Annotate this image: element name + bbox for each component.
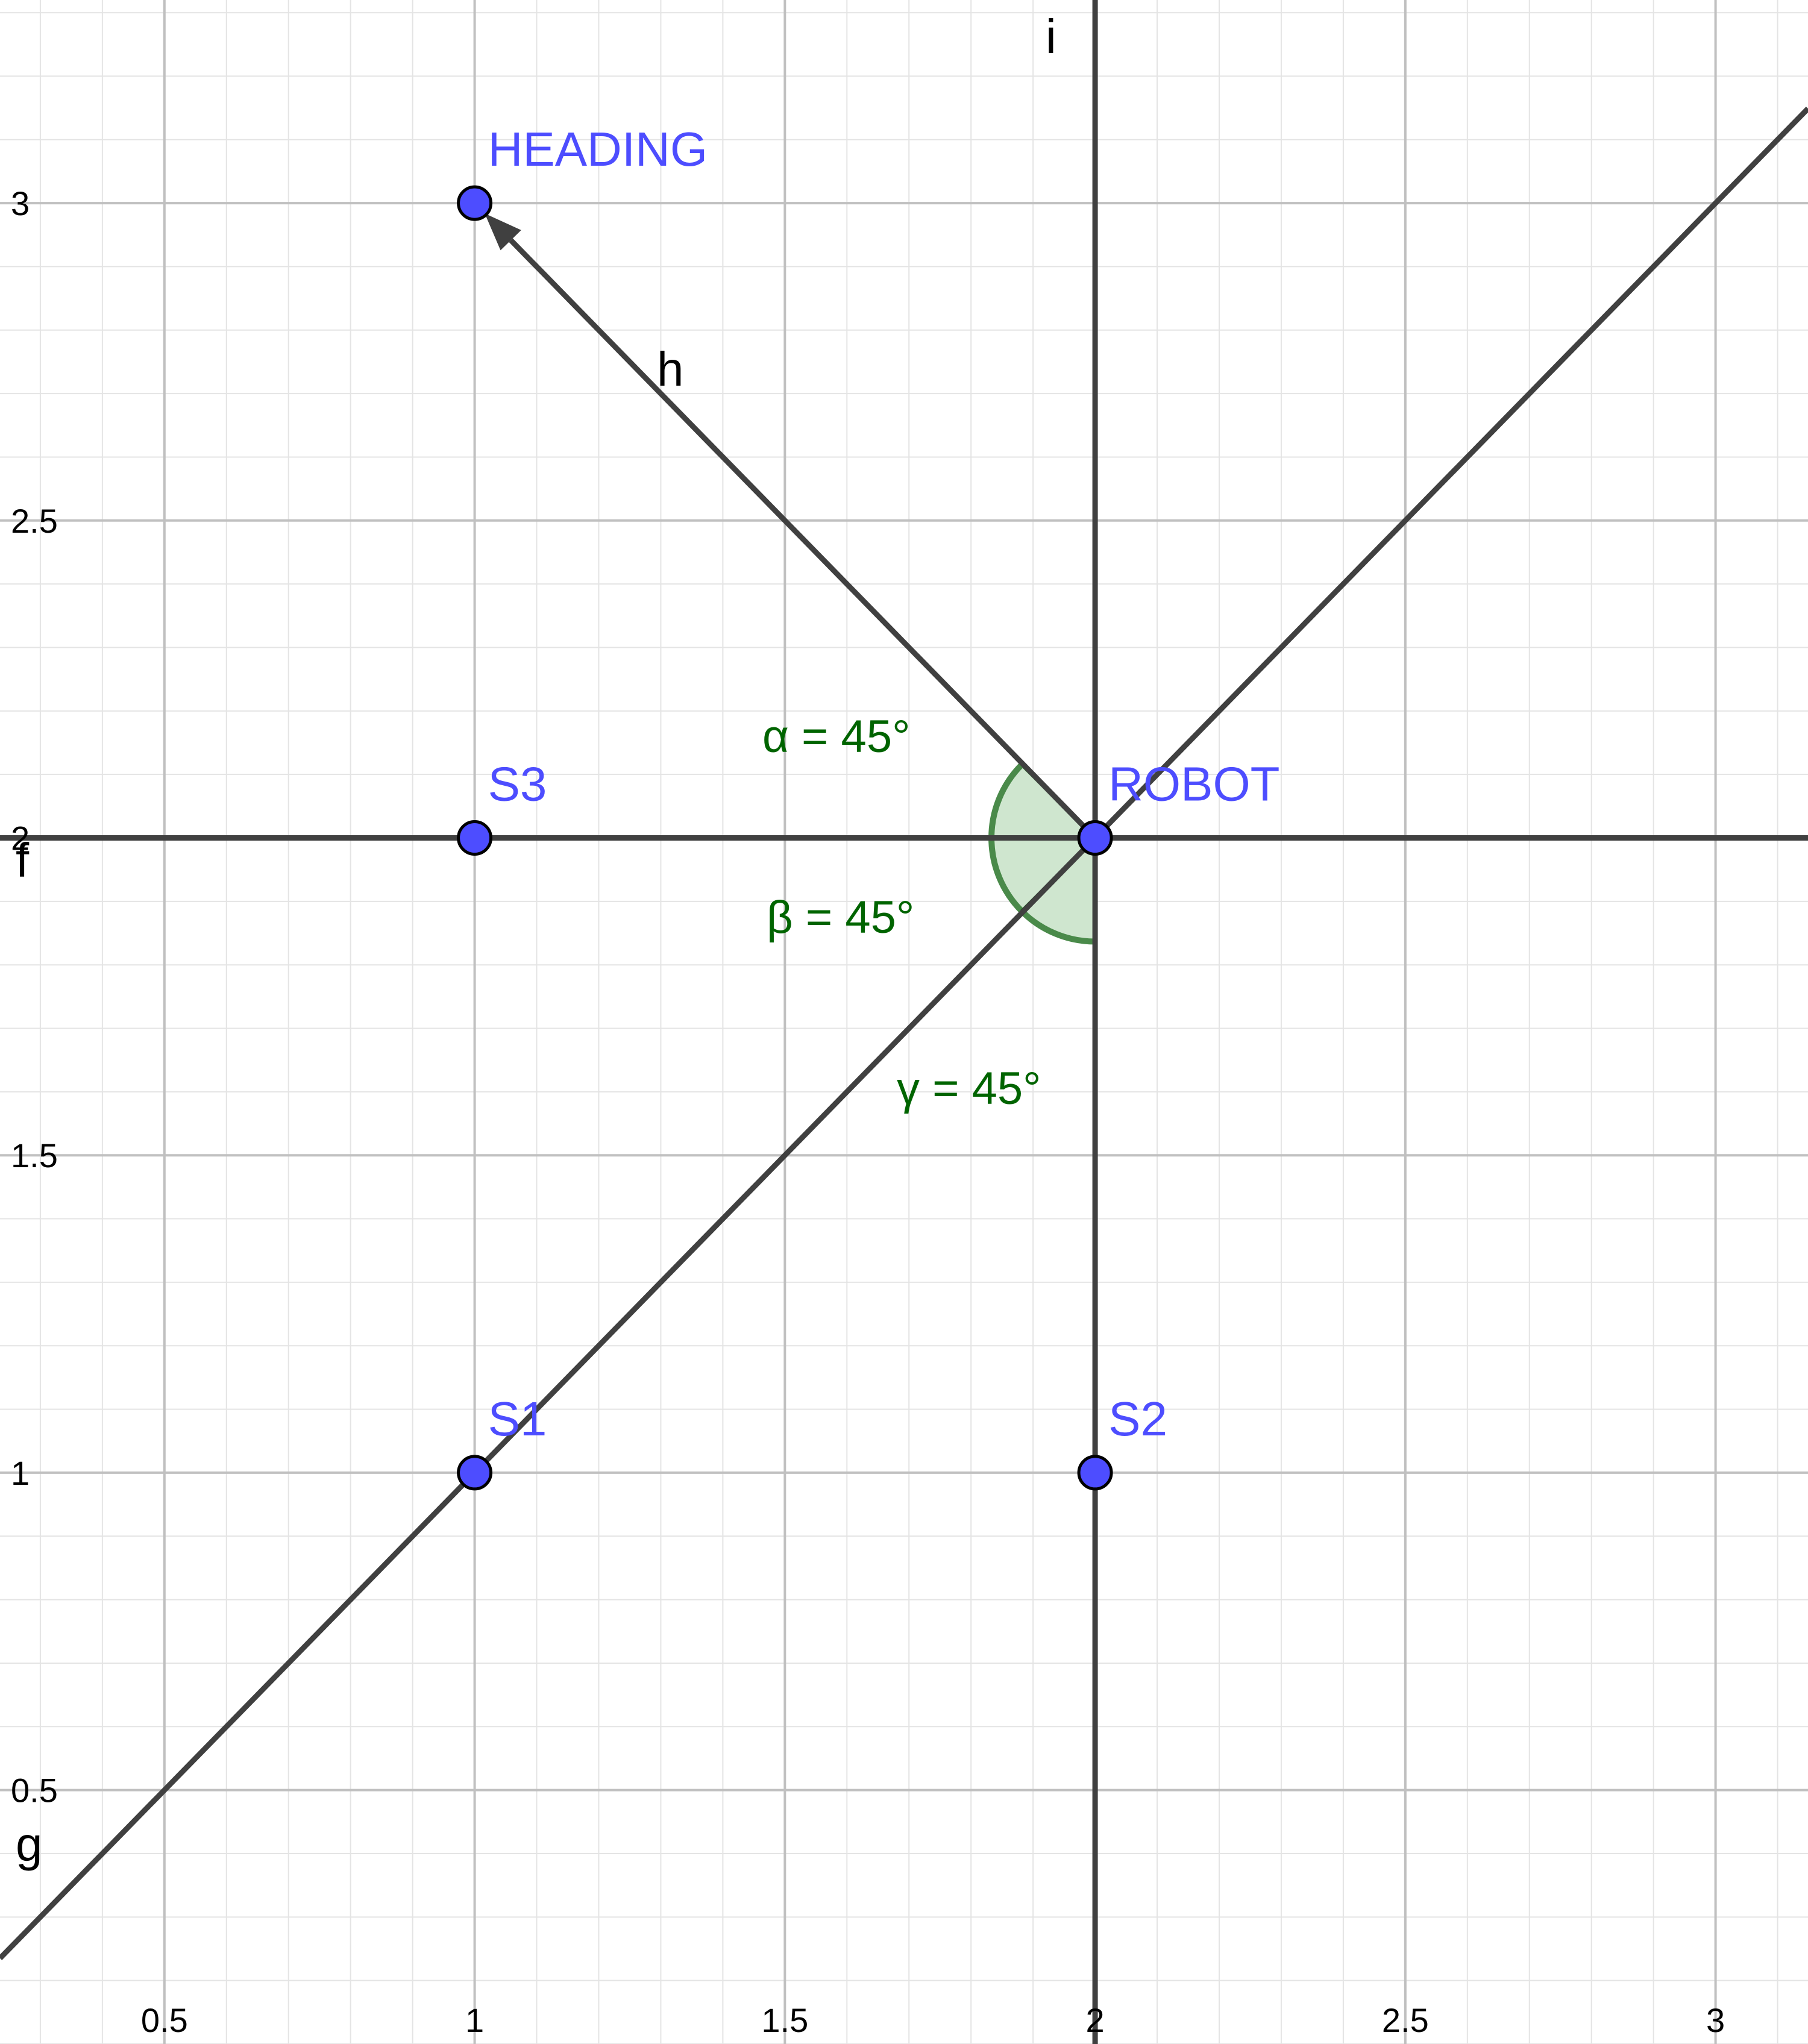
point-heading [457,185,493,221]
vectors [485,213,1097,840]
vector-label-h: h [657,342,684,396]
angle-label: γ = 45° [897,1063,1041,1114]
point-label-s2: S2 [1108,1392,1167,1446]
point-s2 [1077,1455,1113,1491]
y-tick-label: 1 [11,1454,30,1492]
line-label-i: i [1046,10,1056,63]
angle-arc [1019,909,1096,945]
line-label-f: f [16,833,30,887]
points [457,185,1113,1491]
vector-h [509,238,1097,840]
angle-markers [988,762,1097,945]
tick-labels: 0.5 1 1.5 2 2.5 3 0.5 1 1.5 2 2.5 3 [11,184,1725,2039]
x-tick-label: 1.5 [761,2001,808,2039]
vector-arrowhead [485,213,521,251]
angle-sector [991,764,1096,838]
x-tick-label: 2 [1086,2001,1105,2039]
angle-arc [988,838,1025,914]
x-tick-label: 1 [465,2001,484,2039]
angle-label: β = 45° [767,892,914,943]
point-label-robot: ROBOT [1108,757,1279,811]
point-s3 [457,820,493,856]
point-s1 [457,1455,493,1491]
object-labels: i f g h α = 45° β = 45° γ = 45° HEADING S3 ROBOT S… [16,10,1280,1871]
angle-label: α = 45° [762,711,910,762]
point-label-heading: HEADING [488,122,708,176]
point-label-s1: S1 [488,1392,547,1446]
line-label-g: g [16,1817,43,1871]
y-tick-label: 3 [11,184,30,222]
x-tick-label: 0.5 [141,2001,188,2039]
angle-sector [991,838,1096,912]
y-tick-label: 1.5 [11,1136,58,1174]
angle-arc [988,762,1025,838]
angle-sector [1022,838,1096,942]
point-label-s3: S3 [488,757,547,811]
point-robot [1077,820,1113,856]
x-tick-label: 2.5 [1382,2001,1429,2039]
x-tick-label: 3 [1706,2001,1725,2039]
y-tick-label: 2 [11,820,30,857]
y-tick-label: 2.5 [11,502,58,540]
y-tick-label: 0.5 [11,1772,58,1810]
line-g [0,106,1808,1960]
